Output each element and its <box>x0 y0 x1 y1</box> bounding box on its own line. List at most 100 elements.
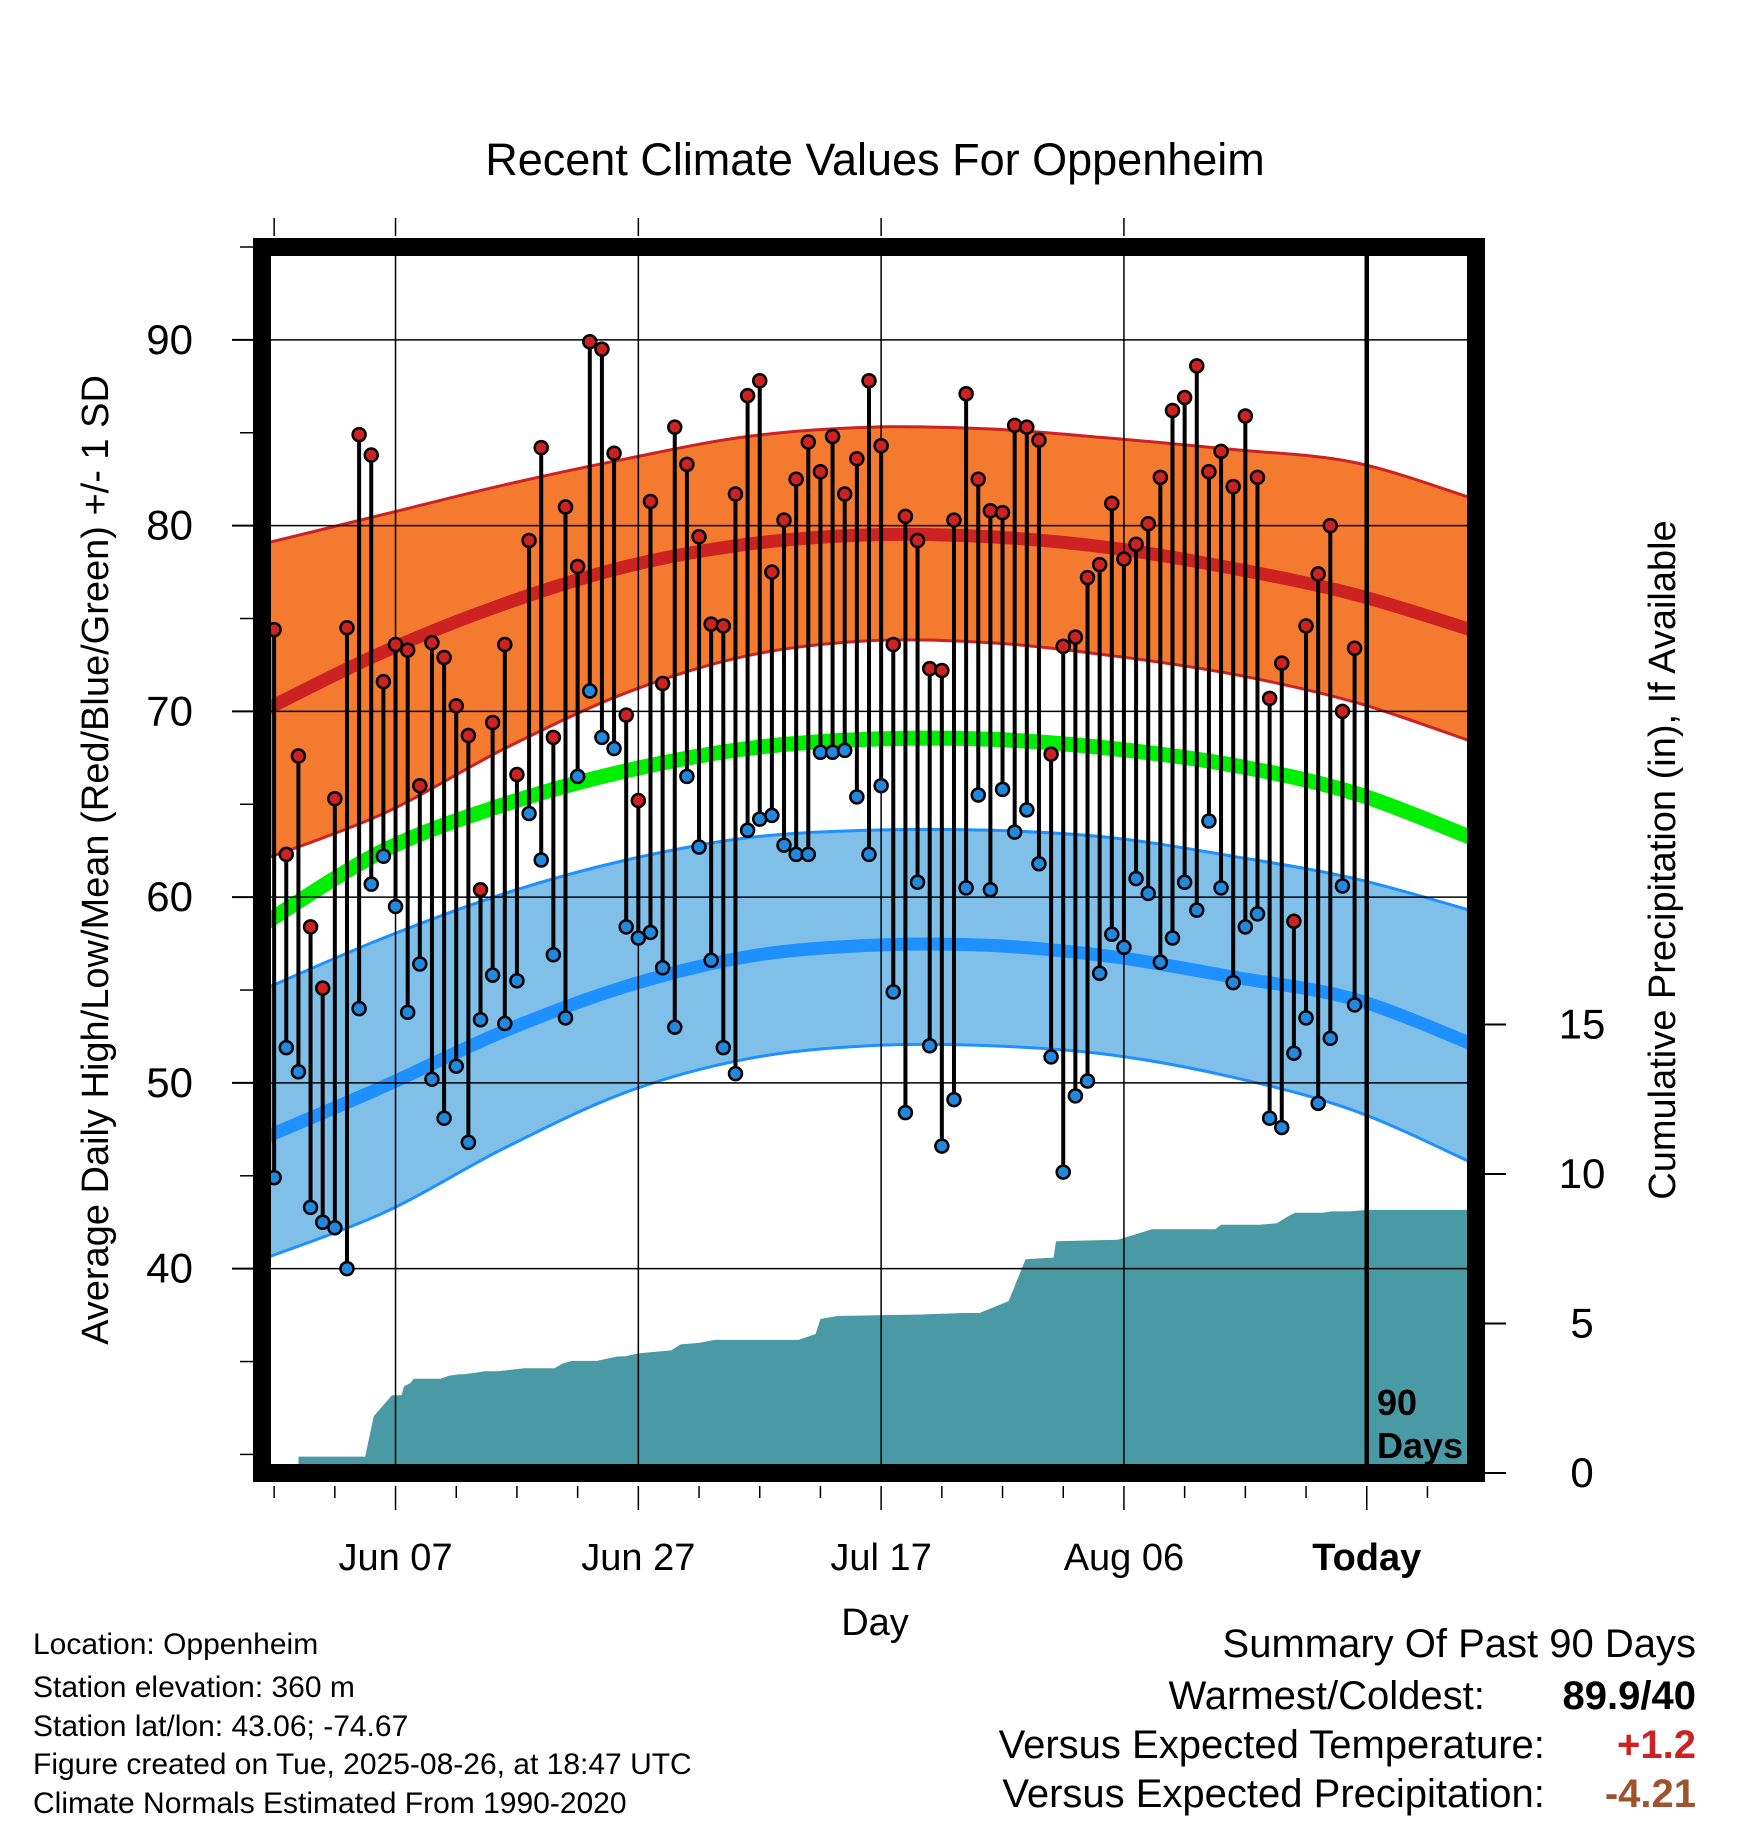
high-point <box>642 493 659 510</box>
y-tick-label: 80 <box>146 502 193 549</box>
info-created: Figure created on Tue, 2025-08-26, at 18… <box>33 1748 692 1781</box>
high-point <box>1019 419 1035 435</box>
high-point <box>557 499 574 515</box>
low-point <box>970 787 987 803</box>
high-point <box>1249 469 1266 486</box>
low-point <box>1201 813 1217 829</box>
warmest-coldest-value: 89.9/40 <box>1562 1674 1696 1718</box>
high-point <box>667 419 683 435</box>
high-point <box>1274 655 1290 671</box>
high-point <box>436 649 452 666</box>
high-point <box>921 660 938 677</box>
high-point <box>314 980 331 996</box>
high-point <box>290 748 307 764</box>
low-point <box>290 1064 307 1080</box>
low-point <box>764 807 780 824</box>
low-point <box>1128 870 1144 887</box>
high-point <box>1140 516 1156 532</box>
low-point <box>1104 926 1120 943</box>
high-point <box>873 438 889 454</box>
low-point <box>278 1039 295 1056</box>
high-point <box>897 508 914 525</box>
high-point <box>654 675 671 692</box>
high-point <box>1201 464 1217 480</box>
high-point <box>460 727 477 744</box>
high-point <box>278 846 295 863</box>
low-point <box>642 924 659 941</box>
low-point <box>472 1012 489 1028</box>
high-point <box>1213 443 1229 460</box>
y-tick-label: 40 <box>146 1245 193 1292</box>
low-point <box>776 837 792 853</box>
low-point <box>569 768 586 785</box>
y-tick-label: 50 <box>146 1059 193 1106</box>
low-point <box>314 1214 331 1230</box>
high-point <box>958 385 974 402</box>
high-point <box>606 445 622 461</box>
low-point <box>594 729 610 746</box>
low-point <box>618 919 634 935</box>
high-point <box>1152 469 1169 486</box>
low-point <box>509 972 525 989</box>
low-point <box>1006 824 1023 840</box>
high-point <box>533 439 549 456</box>
chart-title: Recent Climate Values For Oppenheim <box>485 134 1265 185</box>
low-point <box>302 1199 319 1216</box>
low-point <box>521 805 537 822</box>
high-point <box>1055 638 1071 655</box>
high-point <box>727 486 744 502</box>
high-point <box>509 766 525 783</box>
info-normals-period: Climate Normals Estimated From 1990-2020 <box>33 1787 627 1820</box>
y2-tick-label: 0 <box>1570 1449 1593 1496</box>
high-point <box>1128 536 1144 552</box>
low-point <box>630 930 647 946</box>
high-point <box>946 512 962 528</box>
high-point <box>387 636 404 653</box>
low-point <box>448 1058 464 1074</box>
high-point <box>703 616 719 632</box>
low-point <box>533 852 549 868</box>
precip-area <box>262 1209 1476 1473</box>
low-point <box>327 1220 343 1236</box>
x-tick-label: Jul 17 <box>830 1537 931 1579</box>
low-point <box>885 984 902 1000</box>
low-point <box>387 898 404 915</box>
high-point <box>630 792 647 809</box>
summary-temperature: Versus Expected Temperature: +1.2 <box>999 1723 1696 1768</box>
low-point <box>994 781 1011 798</box>
high-point <box>1189 358 1205 374</box>
x-tick-label: Aug 06 <box>1064 1537 1184 1579</box>
y-tick-label: 70 <box>146 687 193 734</box>
high-point <box>1286 913 1302 930</box>
high-point <box>934 662 950 679</box>
high-point <box>1104 495 1120 512</box>
low-point <box>921 1038 938 1054</box>
low-point <box>1140 885 1156 902</box>
low-point <box>412 956 428 972</box>
y2-tick-label: 5 <box>1570 1299 1593 1346</box>
high-point <box>327 790 343 807</box>
low-point <box>363 876 380 892</box>
low-point <box>375 848 392 865</box>
low-point <box>715 1039 732 1056</box>
x-tick-label: Jun 07 <box>338 1537 452 1579</box>
high-point <box>1006 417 1023 434</box>
axes: 40 50 60 70 80 90 0 5 10 15 Jun 07 Jun 27 Jul 17 Aug … <box>146 218 1605 1579</box>
low-point <box>1310 1095 1326 1112</box>
high-point <box>1237 408 1254 424</box>
high-point <box>1310 566 1326 582</box>
y2-tick-label: 15 <box>1559 1000 1606 1047</box>
low-point <box>1091 965 1108 982</box>
low-point <box>545 946 562 963</box>
high-point <box>751 372 768 389</box>
low-point <box>982 881 999 898</box>
low-point <box>727 1065 744 1082</box>
high-point <box>351 426 367 443</box>
low-point <box>1249 906 1266 922</box>
high-point <box>484 714 501 731</box>
high-point <box>618 707 634 723</box>
low-point <box>1213 880 1229 896</box>
x-tick-label: Jun 27 <box>581 1537 695 1579</box>
high-point <box>715 618 732 634</box>
low-point <box>460 1134 477 1151</box>
